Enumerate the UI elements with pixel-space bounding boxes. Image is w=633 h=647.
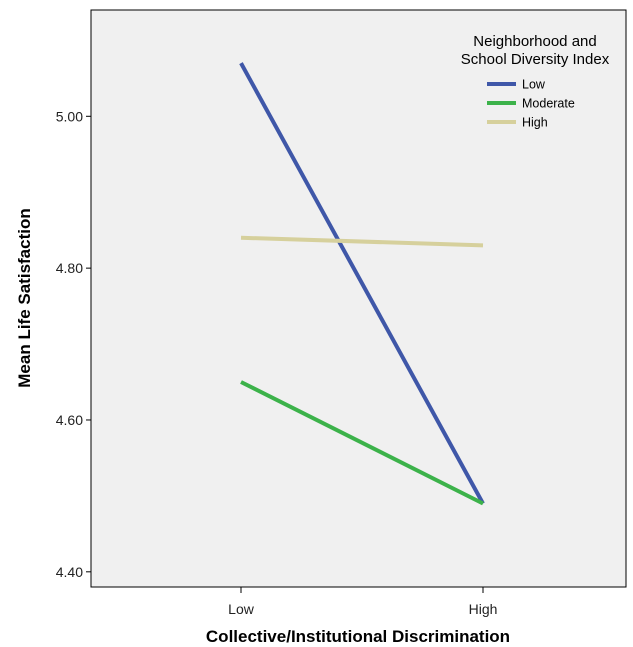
series-line-moderate	[240, 380, 484, 506]
y-tick-label: 5.00	[56, 108, 83, 124]
legend-title-line2: School Diversity Index	[461, 51, 610, 68]
x-axis: Low High	[228, 587, 497, 617]
y-tick-label: 4.60	[56, 412, 83, 428]
series-line-low	[239, 62, 485, 505]
y-axis-title: Mean Life Satisfaction	[15, 208, 34, 387]
plot-area	[90, 9, 627, 588]
series-lines	[239, 62, 485, 506]
y-tick-label: 4.40	[56, 564, 83, 580]
series-line-high	[240, 235, 484, 248]
legend-label-low: Low	[522, 78, 546, 92]
x-tick-label: High	[469, 601, 498, 617]
y-tick-label: 4.80	[56, 260, 83, 276]
x-tick-label: Low	[228, 601, 255, 617]
legend-label-moderate: Moderate	[522, 97, 575, 111]
legend-label-high: High	[522, 116, 548, 130]
legend-title-line1: Neighborhood and	[473, 33, 596, 50]
legend-items: Low Moderate High	[487, 78, 575, 130]
y-axis: 4.40 4.60 4.80 5.00	[56, 108, 91, 580]
x-axis-title: Collective/Institutional Discrimination	[206, 627, 510, 646]
legend: Neighborhood and School Diversity Index …	[461, 33, 610, 130]
